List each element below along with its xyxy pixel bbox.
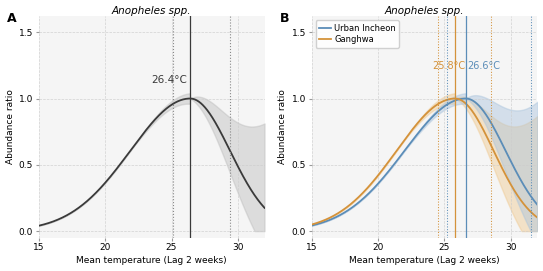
Text: B: B [280,12,289,25]
Urban Incheon [479,108,485,111]
Urban Incheon [348,206,355,209]
Ganghwa [479,126,485,129]
Text: 25.8°C: 25.8°C [432,61,465,71]
Ganghwa [308,223,315,226]
Ganghwa [452,97,458,100]
Line: Ganghwa: Ganghwa [312,99,538,225]
Text: 26.4°C: 26.4°C [151,75,187,85]
Ganghwa [411,126,417,130]
Y-axis label: Abundance ratio: Abundance ratio [279,90,287,164]
Title: Anopheles spp.: Anopheles spp. [112,6,191,15]
Urban Incheon [534,203,541,207]
Y-axis label: Abundance ratio: Abundance ratio [5,90,15,164]
Urban Incheon [463,97,469,100]
Text: A: A [7,12,17,25]
Legend: Urban Incheon, Ganghwa: Urban Incheon, Ganghwa [315,21,399,48]
Urban Incheon [459,97,466,100]
Urban Incheon [308,224,315,227]
Ganghwa [441,99,448,102]
Title: Anopheles spp.: Anopheles spp. [385,6,464,15]
Urban Incheon [411,137,417,140]
Ganghwa [534,216,541,219]
Text: 26.6°C: 26.6°C [468,61,500,71]
X-axis label: Mean temperature (Lag 2 weeks): Mean temperature (Lag 2 weeks) [77,256,227,265]
Ganghwa [459,99,466,103]
Ganghwa [348,202,355,205]
Line: Urban Incheon: Urban Incheon [312,99,538,225]
Urban Incheon [441,105,448,108]
X-axis label: Mean temperature (Lag 2 weeks): Mean temperature (Lag 2 weeks) [349,256,500,265]
Ganghwa [367,184,373,187]
Urban Incheon [367,191,373,194]
